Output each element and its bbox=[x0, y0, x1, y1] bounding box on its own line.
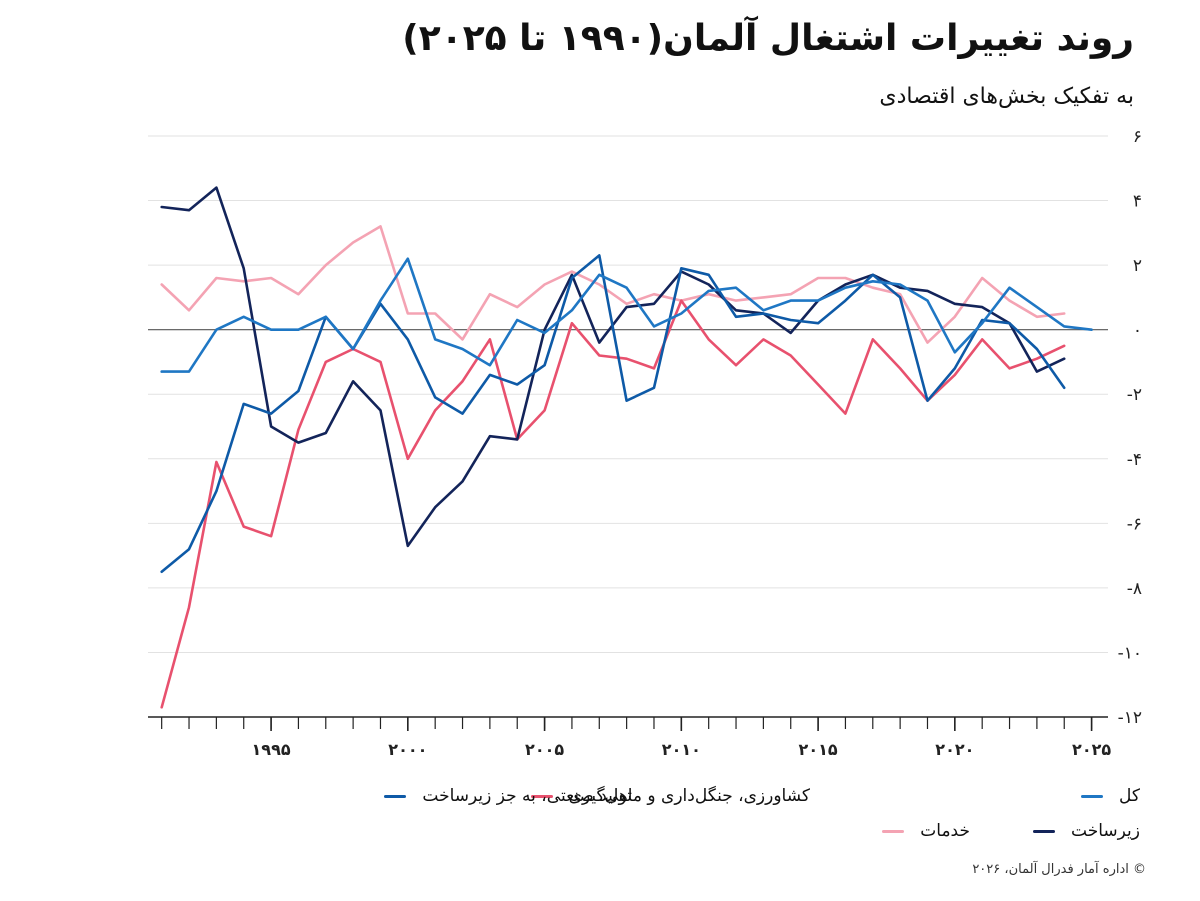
series-line-1 bbox=[160, 299, 1066, 709]
y-tick-label: ۶ bbox=[1133, 127, 1142, 147]
legend-item-construction: زیرساخت bbox=[1033, 821, 1140, 841]
y-tick-label: ۰ bbox=[1133, 321, 1142, 341]
x-tick-label: ۲۰۱۰ bbox=[662, 740, 701, 759]
y-tick-label: -۶ bbox=[1127, 514, 1142, 534]
chart-subtitle: به تفکیک بخش‌های اقتصادی bbox=[879, 84, 1134, 109]
series-line-2 bbox=[160, 254, 1066, 574]
legend-label-total: کل bbox=[1119, 786, 1140, 806]
y-tick-label: -۴ bbox=[1127, 450, 1142, 470]
x-tick-label: ۲۰۱۵ bbox=[799, 740, 838, 759]
legend-swatch-total bbox=[1081, 794, 1104, 798]
x-tick-label: ۲۰۲۰ bbox=[935, 740, 974, 759]
legend-label-services: خدمات bbox=[920, 821, 970, 841]
grid-lines bbox=[148, 135, 1108, 653]
legend-item-industry: تولید صنعتی، به جز زیرساخت bbox=[384, 786, 632, 806]
y-tick-label: -۱۲ bbox=[1118, 708, 1142, 728]
y-axis-ticks: ۶ ۴ ۲ ۰ -۲ -۴ -۶ -۸ -۱۰ -۱۲ bbox=[1118, 127, 1142, 728]
legend-item-services: خدمات bbox=[882, 821, 970, 841]
x-tick-label: ۲۰۰۵ bbox=[525, 740, 564, 759]
legend-swatch-construction bbox=[1033, 829, 1056, 833]
y-tick-label: -۱۰ bbox=[1118, 643, 1142, 663]
legend-item-total: کل bbox=[1081, 786, 1140, 806]
series-lines bbox=[160, 186, 1093, 709]
chart-title: روند تغییرات اشتغال آلمان(۱۹۹۰ تا ۲۰۲۵) bbox=[402, 18, 1134, 59]
legend-swatch-agriculture bbox=[530, 794, 553, 798]
source-credit: © اداره آمار فدرال آلمان، ۲۰۲۶ bbox=[972, 862, 1146, 877]
legend-label-industry: تولید صنعتی، به جز زیرساخت bbox=[422, 786, 632, 806]
x-tick-label: ۲۰۰۰ bbox=[388, 740, 427, 759]
x-axis: ۱۹۹۵ ۲۰۰۰ ۲۰۰۵ ۲۰۱۰ ۲۰۱۵ ۲۰۲۰ ۲۰۲۵ bbox=[148, 716, 1111, 759]
x-tick-label: ۲۰۲۵ bbox=[1072, 740, 1111, 759]
legend-swatch-industry bbox=[384, 794, 407, 798]
legend-label-construction: زیرساخت bbox=[1071, 821, 1140, 841]
y-tick-label: ۲ bbox=[1133, 256, 1142, 276]
y-tick-label: -۲ bbox=[1127, 385, 1142, 405]
series-line-3 bbox=[160, 225, 1066, 344]
legend-swatch-services bbox=[882, 829, 905, 833]
legend-item-agriculture: کشاورزی، جنگل‌داری و ماهی‌گیری bbox=[530, 786, 810, 806]
y-tick-label: -۸ bbox=[1127, 579, 1142, 599]
series-line-4 bbox=[160, 186, 1066, 548]
legend-label-agriculture: کشاورزی، جنگل‌داری و ماهی‌گیری bbox=[568, 786, 810, 806]
x-tick-label: ۱۹۹۵ bbox=[252, 740, 291, 759]
y-tick-label: ۴ bbox=[1133, 192, 1142, 212]
series-line-0 bbox=[160, 257, 1093, 373]
